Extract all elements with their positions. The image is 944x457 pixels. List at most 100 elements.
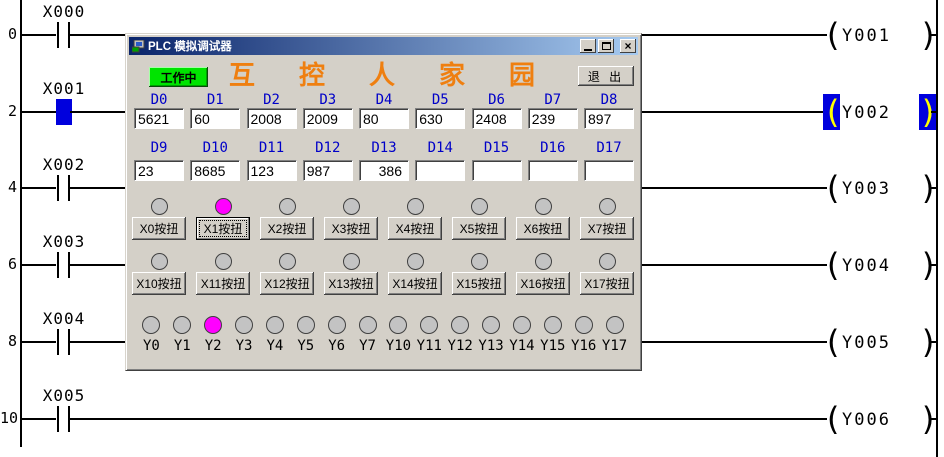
contact-label: X002 <box>42 155 86 174</box>
coil-open-paren[interactable]: ( <box>823 246 843 284</box>
coil-open-paren[interactable]: ( <box>823 93 843 131</box>
x11-lamp <box>214 253 232 270</box>
y15-lamp <box>543 316 562 334</box>
window-controls: × <box>580 39 636 53</box>
x5-button[interactable]: X5按扭 <box>452 217 506 240</box>
contact-symbol[interactable] <box>68 175 70 201</box>
x15-button[interactable]: X15按扭 <box>452 272 506 295</box>
x16-button[interactable]: X16按扭 <box>516 272 570 295</box>
contact-symbol[interactable] <box>68 252 70 278</box>
register-field-d15[interactable] <box>471 160 522 181</box>
register-field-d5[interactable]: 630 <box>415 108 466 129</box>
exit-button[interactable]: 退 出 <box>578 66 634 86</box>
x12-button[interactable]: X12按扭 <box>260 272 314 295</box>
register-field-d4[interactable]: 80 <box>359 108 409 129</box>
x0-button[interactable]: X0按扭 <box>132 217 186 240</box>
window-title: PLC 模拟调试器 <box>148 41 232 53</box>
coil-open-paren[interactable]: ( <box>823 323 843 361</box>
register-field-d17[interactable] <box>584 160 634 181</box>
contact-symbol-active[interactable] <box>56 99 72 125</box>
x-lamp-cell <box>196 253 250 270</box>
y5-lamp <box>296 316 315 334</box>
coil-label[interactable]: Y002 <box>842 103 891 123</box>
contact-symbol[interactable] <box>68 329 70 355</box>
y-lamp-label: Y4 <box>266 338 284 354</box>
minimize-button[interactable] <box>580 39 596 53</box>
register-field-d12[interactable]: 987 <box>302 160 353 181</box>
coil-close-paren[interactable]: ) <box>919 93 939 131</box>
coil-label[interactable]: Y004 <box>842 256 891 276</box>
x6-button[interactable]: X6按扭 <box>516 217 570 240</box>
reg-fields-2: 23 8685 123 987 386 <box>134 160 634 181</box>
coil-label[interactable]: Y003 <box>842 179 891 199</box>
contact-symbol[interactable] <box>57 406 59 432</box>
coil-close-paren[interactable]: ) <box>919 16 939 54</box>
register-field-d2[interactable]: 2008 <box>246 108 297 129</box>
status-button[interactable]: 工作中 <box>149 67 208 87</box>
register-field-d0[interactable]: 5621 <box>134 108 184 129</box>
contact-symbol[interactable] <box>57 22 59 48</box>
register-field-d13[interactable]: 386 <box>359 160 409 181</box>
register-field-d9[interactable]: 23 <box>134 160 184 181</box>
register-label-d16: D16 <box>540 140 566 156</box>
coil-label[interactable]: Y001 <box>842 26 891 46</box>
x-lamp-cell <box>580 198 634 215</box>
contact-symbol[interactable] <box>68 22 70 48</box>
register-label-d2: D2 <box>263 92 280 108</box>
x17-button[interactable]: X17按扭 <box>580 272 634 295</box>
register-label-d14: D14 <box>427 140 453 156</box>
register-field-d11[interactable]: 123 <box>246 160 297 181</box>
y16-lamp <box>574 316 593 334</box>
contact-symbol[interactable] <box>57 175 59 201</box>
rung-step-number: 2 <box>7 102 17 120</box>
coil-label[interactable]: Y005 <box>842 333 891 353</box>
register-field-d7[interactable]: 239 <box>527 108 578 129</box>
register-field-d14[interactable] <box>415 160 466 181</box>
coil-close-paren[interactable]: ) <box>919 246 939 284</box>
contact-symbol[interactable] <box>68 406 70 432</box>
x2-button[interactable]: X2按扭 <box>260 217 314 240</box>
x14-button[interactable]: X14按扭 <box>388 272 442 295</box>
coil-label[interactable]: Y006 <box>842 410 891 430</box>
y-lamp-label: Y5 <box>297 338 315 354</box>
coil-close-paren[interactable]: ) <box>919 169 939 207</box>
register-field-d6[interactable]: 2408 <box>471 108 522 129</box>
coil-open-paren[interactable]: ( <box>823 169 843 207</box>
plc-simulator-dialog: PLC 模拟调试器 × 工作中 互 控 人 家 园 退 出 D0 D1 D2 D3 D4 D5 D6… <box>125 33 642 371</box>
x13-button[interactable]: X13按扭 <box>324 272 378 295</box>
register-field-d16[interactable] <box>527 160 578 181</box>
register-field-d3[interactable]: 2009 <box>302 108 353 129</box>
x7-button[interactable]: X7按扭 <box>580 217 634 240</box>
title-bar[interactable]: PLC 模拟调试器 × <box>129 37 638 55</box>
coil-close-paren[interactable]: ) <box>919 400 939 438</box>
contact-symbol[interactable] <box>57 252 59 278</box>
y-lamp-label: Y7 <box>359 338 376 354</box>
register-label-d9: D9 <box>150 140 168 156</box>
x10-button[interactable]: X10按扭 <box>132 272 186 295</box>
x3-button[interactable]: X3按扭 <box>324 217 378 240</box>
banner-char: 控 <box>298 60 325 90</box>
coil-close-paren[interactable]: ) <box>919 323 939 361</box>
y-lamp-label: Y11 <box>416 338 442 354</box>
register-field-d8[interactable]: 897 <box>584 108 634 129</box>
banner-char: 人 <box>368 60 395 90</box>
register-field-d10[interactable]: 8685 <box>190 160 241 181</box>
y0-lamp <box>142 316 161 334</box>
y14-lamp <box>512 316 531 334</box>
wire-segment <box>931 264 937 266</box>
x-buttons-1: X0按扭 X1按扭 X2按扭 X3按扭 X4按扭 X5按扭 X6按扭 X7按扭 <box>132 217 634 240</box>
coil-open-paren[interactable]: ( <box>823 16 843 54</box>
x4-button[interactable]: X4按扭 <box>388 217 442 240</box>
register-label-d7: D7 <box>544 92 562 108</box>
coil-open-paren[interactable]: ( <box>823 400 843 438</box>
x11-button[interactable]: X11按扭 <box>196 272 250 295</box>
x-lamp-cell <box>260 253 314 270</box>
wire-segment <box>931 34 937 36</box>
contact-symbol[interactable] <box>57 329 59 355</box>
maximize-button[interactable] <box>598 39 614 53</box>
y-lamp-label: Y13 <box>478 338 504 354</box>
x-lamp-cell <box>324 198 378 215</box>
x1-button[interactable]: X1按扭 <box>196 217 250 240</box>
close-button[interactable]: × <box>620 39 636 53</box>
register-field-d1[interactable]: 60 <box>190 108 241 129</box>
